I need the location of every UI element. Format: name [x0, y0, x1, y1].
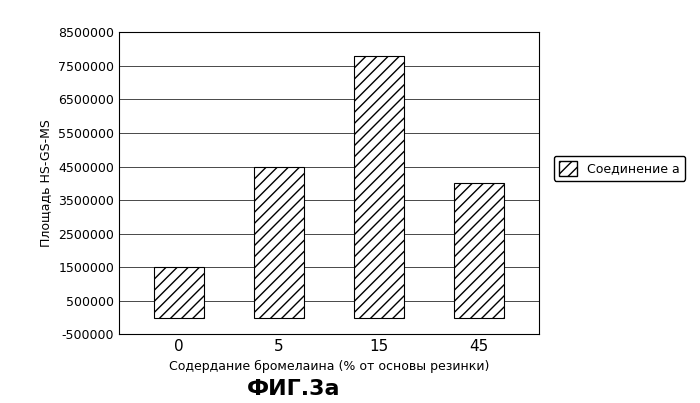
Bar	[354, 56, 404, 318]
Legend: Соединение а: Соединение а	[554, 156, 685, 181]
Y-axis label: Площадь HS-GS-MS: Площадь HS-GS-MS	[40, 119, 52, 247]
X-axis label: Содердание бромелаина (% от основы резинки): Содердание бромелаина (% от основы резин…	[169, 360, 489, 373]
Bar	[154, 267, 204, 318]
Bar	[454, 183, 504, 318]
Bar	[254, 166, 304, 318]
Text: ФИГ.3а: ФИГ.3а	[247, 379, 341, 399]
